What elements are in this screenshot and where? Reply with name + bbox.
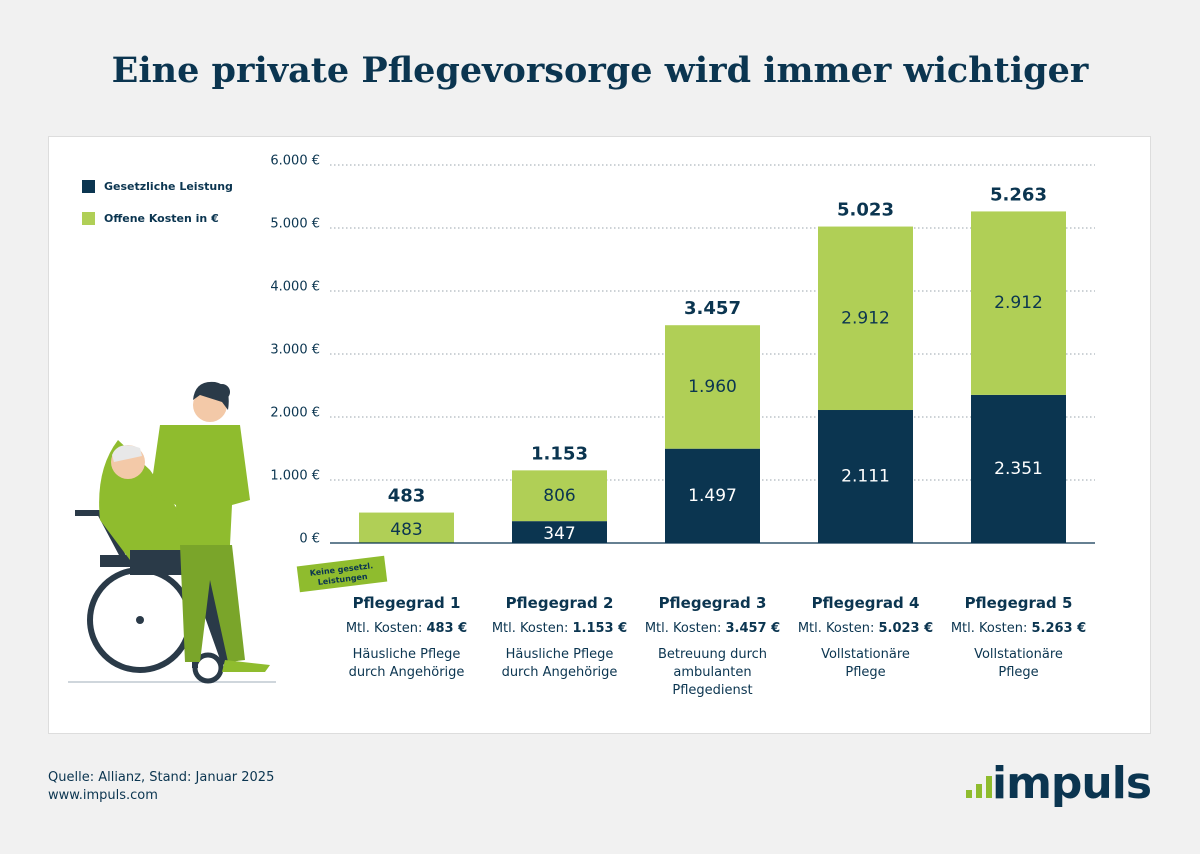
value-label: 2.912 — [841, 308, 890, 328]
bar-segment — [818, 410, 913, 543]
description: Häusliche Pflege durch Angehörige — [501, 647, 618, 680]
total-label: 3.457 — [684, 298, 741, 319]
logo: impuls — [992, 758, 1152, 809]
value-label: 483 — [390, 520, 422, 540]
bar-segment — [359, 512, 454, 543]
title: Eine private Pflegevorsorge wird immer w… — [111, 50, 1089, 91]
bar-segment — [512, 521, 607, 543]
legend-swatch — [82, 212, 95, 225]
y-tick-label: 6.000 € — [270, 154, 320, 169]
annotation-box — [296, 555, 388, 593]
cost-prefix: Mtl. Kosten: — [491, 621, 569, 636]
legend-label: Offene Kosten in € — [104, 212, 219, 225]
category-label: Pflegegrad 5 — [964, 594, 1073, 612]
cost-prefix: Mtl. Kosten: — [950, 621, 1028, 636]
value-label: 1.497 — [688, 486, 737, 506]
source: Quelle: Allianz, Stand: Januar 2025 — [48, 770, 275, 785]
total-label: 5.263 — [990, 184, 1047, 205]
legend-label: Gesetzliche Leistung — [104, 180, 233, 193]
category-block: Pflegegrad 5 Mtl. Kosten: 5.263 € Vollstat… — [929, 594, 1109, 682]
annotation: Keine gesetzl.Leistungen — [296, 555, 388, 593]
y-tick-label: 2.000 € — [270, 406, 320, 421]
y-tick-label: 0 € — [299, 532, 320, 547]
category-label: Pflegegrad 3 — [658, 594, 767, 612]
value-label: 2.912 — [994, 293, 1043, 313]
category-block: Pflegegrad 1 Mtl. Kosten: 483 € Häusliche … — [317, 594, 497, 682]
value-label: 2.111 — [841, 467, 890, 487]
value-label: 1.960 — [688, 377, 737, 397]
category-label: Pflegegrad 1 — [352, 594, 461, 612]
cost-prefix: Mtl. Kosten: — [644, 621, 722, 636]
category-label: Pflegegrad 4 — [811, 594, 920, 612]
cost-line: Mtl. Kosten: 1.153 € — [470, 620, 650, 638]
value-label: 347 — [543, 524, 575, 544]
bar-segment — [665, 448, 760, 543]
total-label: 483 — [388, 486, 426, 507]
illustration — [68, 381, 276, 684]
category-block: Pflegegrad 2 Mtl. Kosten: 1.153 € Häuslich… — [470, 594, 650, 682]
description: Vollstationäre Pflege — [974, 647, 1063, 680]
description: Vollstationäre Pflege — [821, 647, 910, 680]
legend-swatch — [82, 180, 95, 193]
cost-prefix: Mtl. Kosten: — [797, 621, 875, 636]
cost-value: 1.153 € — [572, 621, 628, 636]
bar-segment — [665, 325, 760, 449]
y-tick-label: 3.000 € — [270, 343, 320, 358]
description: Betreuung durch ambulanten Pflegedienst — [657, 647, 768, 698]
cost-line: Mtl. Kosten: 483 € — [317, 620, 497, 638]
category-block: Pflegegrad 4 Mtl. Kosten: 5.023 € Vollstat… — [776, 594, 956, 682]
category-label: Pflegegrad 2 — [505, 594, 614, 612]
bar-segment — [818, 226, 913, 411]
cost-value: 3.457 € — [725, 621, 781, 636]
bar-segment — [971, 211, 1066, 395]
category-block: Pflegegrad 3 Mtl. Kosten: 3.457 € Betreuun… — [623, 594, 803, 700]
logo-icon — [966, 776, 992, 798]
y-tick-label: 1.000 € — [270, 469, 320, 484]
value-label: 806 — [543, 486, 575, 506]
bar-segment — [512, 470, 607, 522]
cost-value: 483 € — [426, 621, 468, 636]
cost-prefix: Mtl. Kosten: — [345, 621, 423, 636]
description: Häusliche Pflege durch Angehörige — [348, 647, 465, 680]
cost-value: 5.023 € — [878, 621, 934, 636]
cost-line: Mtl. Kosten: 5.023 € — [776, 620, 956, 638]
website: www.impuls.com — [48, 788, 158, 803]
total-label: 5.023 — [837, 200, 894, 221]
bar-segment — [971, 394, 1066, 543]
cost-value: 5.263 € — [1031, 621, 1087, 636]
cost-line: Mtl. Kosten: 3.457 € — [623, 620, 803, 638]
value-label: 2.351 — [994, 459, 1043, 479]
total-label: 1.153 — [531, 443, 588, 464]
y-tick-label: 4.000 € — [270, 280, 320, 295]
cost-line: Mtl. Kosten: 5.263 € — [929, 620, 1109, 638]
y-tick-label: 5.000 € — [270, 217, 320, 232]
